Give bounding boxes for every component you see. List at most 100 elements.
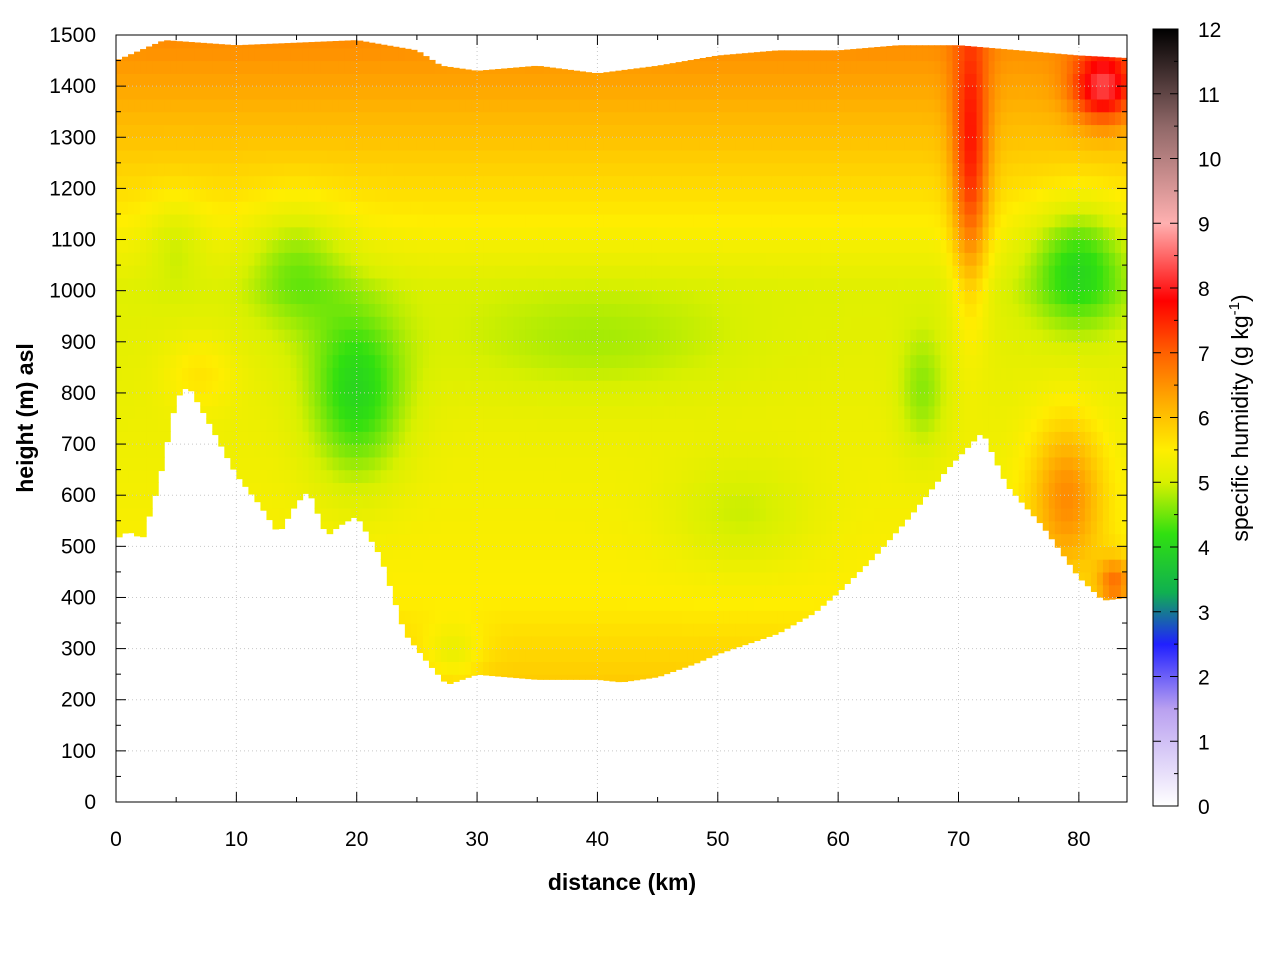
humidity-cell [615, 341, 623, 356]
humidity-cell [459, 290, 466, 305]
humidity-cell [266, 175, 274, 189]
humidity-cell [266, 456, 274, 471]
humidity-cell [597, 316, 605, 330]
humidity-cell [513, 175, 520, 189]
humidity-cell [164, 239, 171, 253]
humidity-cell [802, 533, 809, 547]
humidity-cell [302, 162, 310, 177]
humidity-cell [206, 60, 213, 74]
humidity-cell [669, 329, 677, 343]
humidity-cell [699, 597, 707, 611]
humidity-cell [356, 418, 364, 432]
humidity-cell [326, 316, 334, 330]
humidity-cell [687, 124, 695, 138]
humidity-cell [453, 559, 460, 573]
humidity-cell [477, 188, 484, 202]
humidity-cell [428, 213, 436, 228]
humidity-cell [392, 367, 400, 381]
humidity-cell [723, 367, 731, 381]
humidity-cell [543, 150, 550, 164]
humidity-cell [242, 341, 249, 356]
humidity-cell [615, 316, 623, 330]
humidity-cell [669, 303, 677, 317]
humidity-cell [404, 418, 412, 432]
humidity-cell [657, 226, 665, 241]
humidity-cell [585, 380, 593, 394]
humidity-cell [687, 175, 695, 189]
humidity-cell [471, 316, 478, 330]
humidity-cell [128, 290, 135, 305]
humidity-cell [753, 52, 761, 62]
humidity-cell [711, 226, 719, 241]
humidity-cell [729, 303, 737, 317]
humidity-cell [585, 418, 593, 432]
humidity-cell [561, 495, 568, 509]
humidity-cell [591, 226, 599, 241]
humidity-cell [585, 150, 593, 164]
humidity-cell [410, 610, 418, 624]
humidity-cell [344, 444, 352, 458]
humidity-cell [194, 73, 201, 87]
humidity-cell [543, 405, 550, 420]
humidity-cell [471, 648, 478, 662]
humidity-cell [609, 520, 617, 535]
humidity-cell [230, 290, 237, 305]
humidity-cell [230, 239, 237, 253]
humidity-cell [146, 392, 153, 407]
humidity-cell [663, 175, 671, 189]
humidity-cell [236, 111, 243, 126]
humidity-cell [639, 456, 647, 471]
humidity-cell [332, 252, 340, 266]
humidity-cell [350, 124, 358, 138]
humidity-cell [729, 124, 737, 138]
humidity-cell [272, 111, 280, 126]
humidity-cell [422, 201, 430, 215]
humidity-cell [284, 316, 292, 330]
humidity-cell [579, 597, 586, 611]
humidity-cell [302, 456, 310, 471]
humidity-cell [705, 265, 713, 279]
humidity-cell [453, 571, 460, 586]
humidity-cell [543, 201, 550, 215]
humidity-cell [344, 277, 352, 292]
humidity-cell [248, 265, 256, 279]
humidity-cell [531, 65, 538, 74]
humidity-cell [585, 546, 593, 560]
humidity-cell [434, 431, 442, 445]
humidity-cell [747, 610, 755, 624]
humidity-cell [224, 201, 231, 215]
humidity-cell [248, 456, 256, 471]
humidity-cell [765, 469, 773, 484]
humidity-cell [687, 290, 695, 305]
humidity-cell [771, 252, 779, 266]
humidity-cell [182, 86, 189, 100]
humidity-cell [615, 507, 623, 522]
humidity-cell [525, 584, 532, 599]
humidity-cell [717, 546, 725, 560]
humidity-cell [380, 469, 388, 484]
humidity-cell [200, 392, 207, 407]
humidity-cell [663, 431, 671, 445]
humidity-cell [290, 405, 298, 420]
humidity-cell [723, 98, 731, 113]
humidity-cell [627, 354, 635, 368]
humidity-cell [116, 482, 123, 496]
humidity-cell [615, 226, 623, 241]
humidity-cell [627, 674, 635, 682]
humidity-cell [759, 623, 767, 637]
humidity-cell [362, 124, 370, 138]
humidity-cell [386, 111, 394, 126]
humidity-cell [729, 610, 737, 624]
humidity-cell [741, 392, 749, 407]
humidity-cell [471, 456, 478, 471]
humidity-cell [242, 277, 249, 292]
humidity-cell [681, 495, 689, 509]
humidity-cell [302, 213, 310, 228]
humidity-cell [657, 431, 665, 445]
humidity-cell [122, 303, 129, 317]
humidity-cell [693, 431, 701, 445]
humidity-cell [236, 201, 243, 215]
humidity-cell [597, 98, 605, 113]
humidity-cell [164, 47, 171, 62]
humidity-cell [711, 341, 719, 356]
